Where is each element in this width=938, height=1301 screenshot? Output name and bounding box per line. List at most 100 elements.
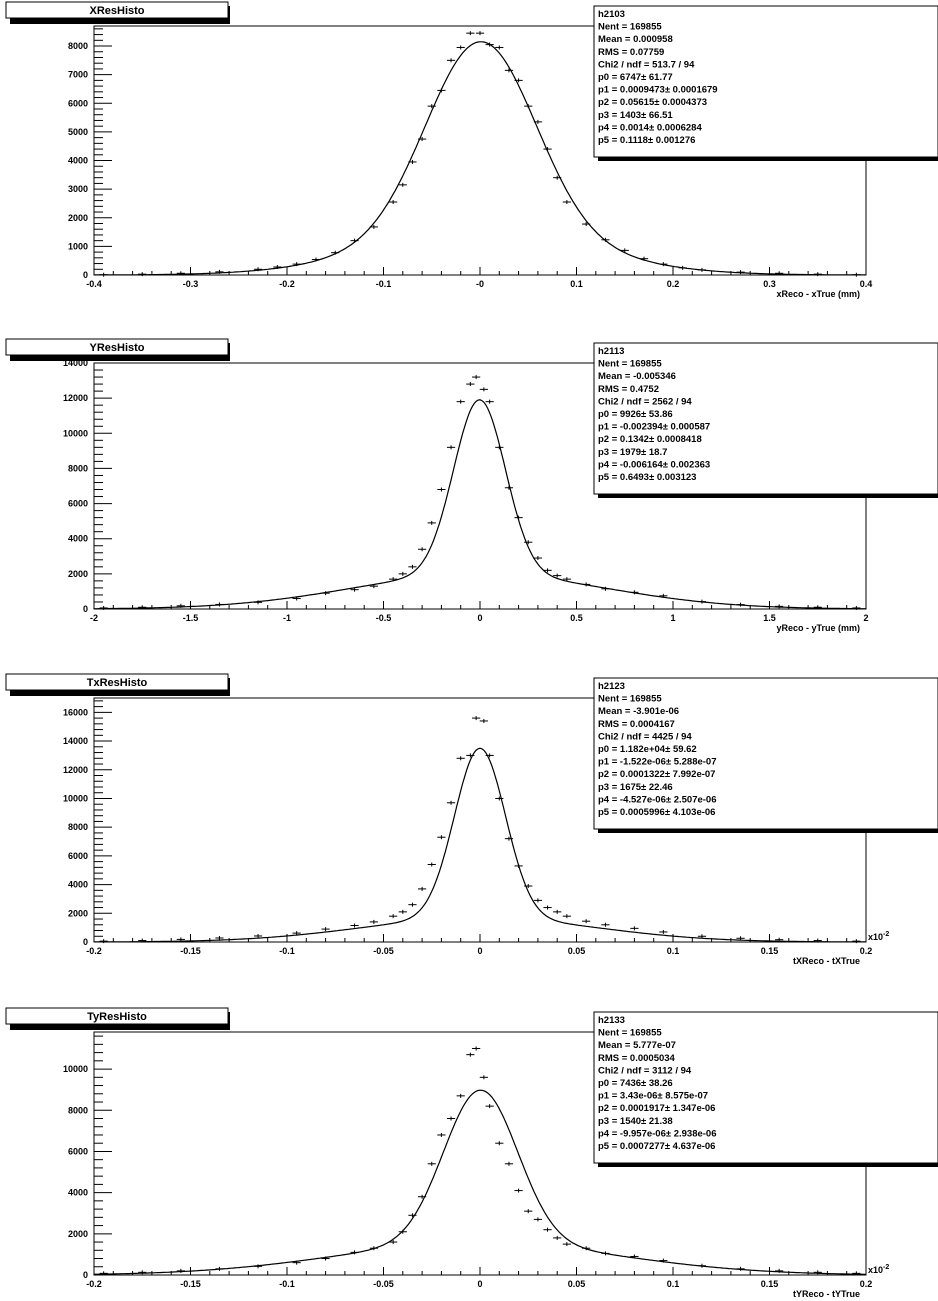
stats-box [593,5,938,158]
stats-line: Nent = 169855 [598,22,662,33]
x-tick-label: 0.05 [568,946,586,956]
stats-line: p4 = -4.527e-06± 2.507e-06 [598,794,717,805]
y-tick-label: 0 [83,270,88,280]
x-tick-label: -0.5 [376,613,392,623]
fit-curve [94,41,866,276]
stats-line: Mean = 5.777e-07 [598,1040,676,1051]
y-tick-label: 3000 [68,184,88,194]
stats-line: p2 = 0.0001917± 1.347e-06 [598,1103,715,1114]
x-tick-label: -0.15 [180,946,201,956]
y-tick-label: 2000 [68,569,88,579]
stats-line: h2103 [598,9,625,20]
x-tick-label: 0 [477,1279,482,1289]
stats-line: p3 = 1540± 21.38 [598,1116,673,1127]
stats-line: p4 = -0.006164± 0.002363 [598,459,710,470]
x-tick-label: -0.2 [86,1279,102,1289]
stats-line: RMS = 0.0005034 [598,1053,676,1064]
x-tick-label: 0.1 [667,946,680,956]
x-axis-multiplier: x10-2 [868,931,889,942]
stats-line: p2 = 0.1342± 0.0008418 [598,434,702,445]
x-tick-label: -0.15 [180,1279,201,1289]
x-axis-label: xReco - xTrue (mm) [776,289,860,299]
panel-4: TyResHisto -0.2 -0.15 -0.1 -0.05 0 0.05 0.1 0.15… [5,1007,938,1299]
y-tick-label: 1000 [68,241,88,251]
y-tick-label: 12000 [63,765,88,775]
stats-line: Nent = 169855 [598,694,662,705]
stats-line: p4 = 0.0014± 0.0006284 [598,122,702,133]
title-box [5,673,229,691]
y-tick-label: 0 [83,1270,88,1280]
x-tick-label: 0.1 [667,1279,680,1289]
stats-line: p3 = 1675± 22.46 [598,782,673,793]
stats-line: Mean = -0.005346 [598,371,676,382]
x-tick-label: 0 [477,946,482,956]
y-tick-label: 8000 [68,463,88,473]
stats-line: p5 = 0.0007277± 4.637e-06 [598,1141,715,1152]
stats-line: RMS = 0.07759 [598,47,664,58]
x-axis-label: tYReco - tYTrue [793,1289,860,1299]
stats-line: h2113 [598,346,624,357]
y-tick-label: 14000 [63,358,88,368]
y-tick-label: 0 [83,937,88,947]
x-tick-label: -0.2 [279,279,295,289]
x-tick-label: 0.05 [568,1279,586,1289]
y-tick-label: 12000 [63,393,88,403]
stats-line: p1 = 3.43e-06± 8.575e-07 [598,1091,708,1102]
x-tick-label: -0 [476,279,484,289]
x-tick-label: -0.05 [373,946,394,956]
stats-line: p0 = 1.182e+04± 59.62 [598,744,697,755]
x-tick-label: -1 [283,613,291,623]
y-tick-label: 6000 [68,851,88,861]
x-tick-label: -0.05 [373,1279,394,1289]
stats-line: Nent = 169855 [598,1028,662,1039]
x-axis-multiplier: x10-2 [868,1264,889,1275]
stats-line: Chi2 / ndf = 4425 / 94 [598,731,692,742]
y-tick-label: 10000 [63,428,88,438]
y-tick-label: 4000 [68,1188,88,1198]
y-tick-label: 8000 [68,41,88,51]
x-tick-label: 0.3 [763,279,776,289]
stats-line: Mean = 0.000958 [598,34,673,45]
stats-line: p0 = 9926± 53.86 [598,409,673,420]
fit-curve [94,399,866,610]
x-tick-label: 0.4 [860,279,873,289]
x-tick-label: 0 [477,613,482,623]
plot-title: TyResHisto [87,1011,147,1023]
x-tick-label: 0.15 [761,1279,779,1289]
y-tick-label: 2000 [68,908,88,918]
panel-1: XResHisto -0.4 -0.3 -0.2 -0.1 -0 0.1 0.2 0.3 0.4 0… [5,1,938,299]
y-tick-label: 10000 [63,793,88,803]
stats-line: p4 = -9.957e-06± 2.938e-06 [598,1128,717,1139]
y-tick-label: 6000 [68,98,88,108]
title-box [5,1007,229,1025]
stats-line: p1 = 0.0009473± 0.0001679 [598,85,718,96]
x-tick-label: -2 [90,613,98,623]
x-tick-label: -0.1 [279,946,295,956]
x-tick-label: 0.2 [860,946,873,956]
stats-line: p0 = 6747± 61.77 [598,72,673,83]
x-axis-label: tXReco - tXTrue [793,956,860,966]
plot-title: XResHisto [89,5,144,17]
x-axis-label: yReco - yTrue (mm) [776,623,860,633]
stats-line: h2123 [598,681,625,692]
y-tick-label: 4000 [68,156,88,166]
y-tick-label: 4000 [68,534,88,544]
stats-box [593,1011,938,1164]
title-box [5,1,229,19]
y-tick-label: 10000 [63,1064,88,1074]
stats-line: RMS = 0.4752 [598,384,659,395]
stats-line: p3 = 1403± 66.51 [598,110,673,121]
stats-line: p3 = 1979± 18.7 [598,447,667,458]
y-tick-label: 6000 [68,1146,88,1156]
stats-line: p5 = 0.1118± 0.001276 [598,135,695,146]
y-tick-label: 8000 [68,1105,88,1115]
title-box [5,338,229,356]
stats-line: Nent = 169855 [598,359,662,370]
x-tick-label: 0.2 [667,279,680,289]
fit-curve [94,747,866,943]
y-tick-label: 8000 [68,822,88,832]
stats-box [593,342,938,495]
stats-line: p0 = 7436± 38.26 [598,1078,673,1089]
stats-line: p2 = 0.0001322± 7.992e-07 [598,769,715,780]
